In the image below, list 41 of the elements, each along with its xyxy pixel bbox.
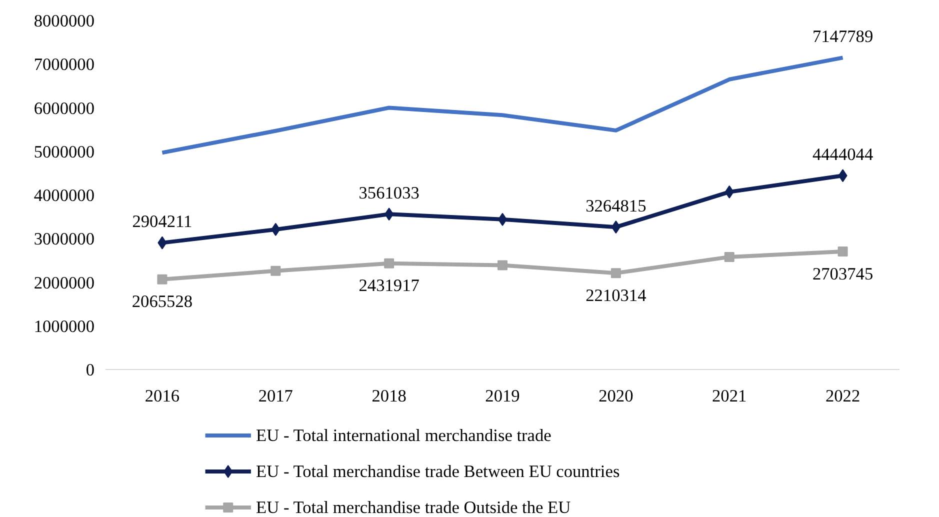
point [610, 268, 621, 278]
point [384, 208, 394, 221]
x-tick-label: 2022 [825, 386, 860, 406]
legend-label: EU - Total international merchandise trade [256, 426, 552, 445]
point [384, 258, 394, 268]
data-label: 2703745 [812, 264, 874, 284]
data-label: 3264815 [586, 196, 646, 216]
data-label: 2210314 [586, 286, 647, 305]
point [157, 274, 168, 284]
x-tick-label: 2018 [372, 386, 406, 406]
data-label: 4444044 [812, 144, 874, 164]
x-tick-label: 2017 [258, 386, 294, 406]
x-tick-label: 2016 [144, 386, 180, 406]
x-tick-label: 2020 [598, 386, 634, 406]
point [724, 252, 734, 262]
point [270, 266, 281, 276]
y-tick-label: 6000000 [34, 98, 95, 118]
point [271, 222, 280, 236]
point [838, 169, 848, 182]
y-tick-label: 8000000 [34, 12, 95, 30]
point [724, 185, 734, 198]
data-label: 2904211 [132, 212, 192, 232]
point [611, 220, 620, 234]
x-tick-label: 2021 [712, 386, 747, 406]
legend-label: EU - Total merchandise trade Between EU countries [256, 462, 620, 481]
y-tick-label: 1000000 [34, 316, 95, 336]
point [158, 236, 167, 250]
data-label: 2065528 [132, 292, 193, 312]
data-label: 2431917 [358, 276, 420, 296]
y-tick-label: 4000000 [34, 186, 95, 205]
point [838, 246, 848, 257]
legend-label: EU - Total merchandise trade Outside the EU [256, 498, 572, 517]
data-label: 7147789 [812, 26, 874, 46]
point [498, 260, 508, 270]
y-tick-label: 5000000 [34, 142, 95, 162]
data-label: 3561033 [358, 183, 420, 202]
y-tick-label: 0 [86, 360, 95, 380]
x-tick-label: 2019 [485, 386, 520, 406]
y-tick-label: 3000000 [34, 230, 95, 249]
y-tick-label: 7000000 [34, 55, 95, 74]
y-tick-label: 2000000 [34, 273, 95, 292]
